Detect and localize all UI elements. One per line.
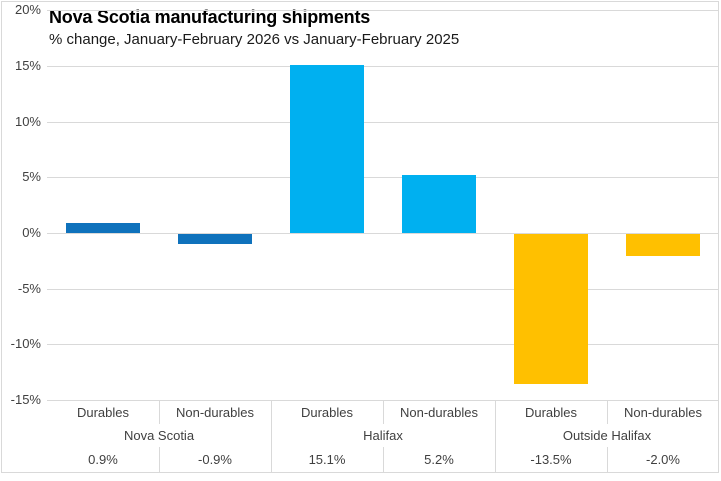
category-label: Durables [76,405,130,420]
table-divider [495,401,496,424]
bar [626,234,700,256]
group-label: Halifax [363,428,403,443]
table-divider [495,424,496,447]
group-label: Outside Halifax [562,428,652,443]
gridline [47,177,719,178]
bar [290,65,364,233]
y-axis-tick-label: 5% [22,169,41,184]
chart-title: Nova Scotia manufacturing shipments [49,7,371,27]
gridline [47,400,719,401]
gridline [47,233,719,234]
value-label: 5.2% [424,452,454,467]
table-divider [495,447,496,472]
y-axis-tick-label: 15% [14,58,41,73]
table-divider [607,447,608,472]
table-divider [271,447,272,472]
gridline [47,344,719,345]
gridline [47,66,719,67]
group-label: Nova Scotia [123,428,195,443]
bar [514,234,588,384]
table-divider [383,401,384,424]
category-label: Durables [524,405,578,420]
value-label: -0.9% [198,452,232,467]
y-axis-tick-label: -15% [10,392,41,407]
bar [178,234,252,244]
y-axis-tick-label: 20% [14,2,41,17]
table-divider [607,401,608,424]
chart-subtitle: % change, January-February 2026 vs Janua… [49,31,460,48]
table-divider [383,447,384,472]
bar [66,223,140,233]
table-divider [159,401,160,424]
category-label: Durables [300,405,354,420]
bar [402,175,476,233]
category-label: Non-durables [399,405,479,420]
gridline [47,289,719,290]
value-label: -13.5% [530,452,572,467]
category-label: Non-durables [175,405,255,420]
y-axis-tick-label: -10% [10,336,41,351]
gridline [47,10,719,11]
category-label: Non-durables [623,405,703,420]
y-axis-tick-label: 0% [22,225,41,240]
value-label: 15.1% [308,452,346,467]
table-divider [159,447,160,472]
value-label: -2.0% [646,452,680,467]
table-divider [271,401,272,424]
y-axis-tick-label: 10% [14,114,41,129]
y-axis-tick-label: -5% [17,281,41,296]
table-divider [271,424,272,447]
gridline [47,122,719,123]
value-label: 0.9% [88,452,118,467]
